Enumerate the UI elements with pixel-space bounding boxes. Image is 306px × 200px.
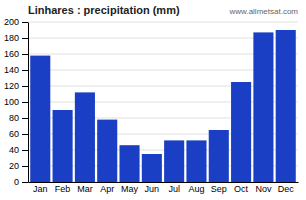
bar: [75, 92, 95, 182]
y-tick-mark: [22, 86, 28, 87]
x-tick: May: [121, 184, 139, 194]
y-axis-line: [28, 23, 29, 183]
y-tick-mark: [22, 38, 28, 39]
grid-line: [28, 22, 298, 23]
x-tick-label: Dec: [278, 184, 295, 194]
x-tick-label: Aug: [188, 184, 204, 194]
y-tick-mark: [22, 166, 28, 167]
y-tick-label: 120: [4, 81, 19, 91]
annotation: www.allmetsat.com: [229, 7, 299, 16]
x-tick-label: Mar: [77, 184, 93, 194]
x-tick: Dec: [278, 184, 295, 194]
plot: 0 20 40 60 80 100 120 140 160 180 200 Jan Feb Mar Apr M…: [4, 17, 299, 194]
x-tick-label: Jul: [168, 184, 180, 194]
y-tick: 20: [9, 161, 28, 171]
x-axis: Jan Feb Mar Apr May Jun Jul Aug Sep Oct Nov Dec: [29, 183, 299, 195]
y-axis: 0 20 40 60 80 100 120 140 160 180 200: [4, 17, 29, 187]
bar: [276, 30, 296, 182]
x-tick: Oct: [234, 184, 249, 194]
x-tick-label: Oct: [234, 184, 249, 194]
x-tick: Aug: [188, 184, 204, 194]
y-tick-label: 20: [9, 161, 19, 171]
y-tick-mark: [22, 182, 28, 183]
y-tick-mark: [22, 118, 28, 119]
x-tick: Feb: [55, 184, 71, 194]
y-tick-label: 200: [4, 17, 19, 27]
x-tick-label: May: [121, 184, 139, 194]
x-tick: Jul: [168, 184, 180, 194]
y-tick-mark: [22, 102, 28, 103]
y-tick: 120: [4, 81, 28, 91]
bar: [253, 32, 273, 182]
x-axis-line: [29, 182, 299, 183]
y-tick-mark: [22, 54, 28, 55]
x-tick: Sep: [211, 184, 227, 194]
y-tick: 180: [4, 33, 28, 43]
bar: [142, 154, 162, 182]
x-tick: Nov: [255, 184, 272, 194]
bar: [119, 145, 139, 182]
x-tick-label: Nov: [255, 184, 272, 194]
chart: Linhares : precipitation (mm) www.allmets…: [0, 0, 306, 200]
bar: [186, 140, 206, 182]
x-tick: Mar: [77, 184, 93, 194]
y-tick-label: 180: [4, 33, 19, 43]
x-tick-label: Jun: [145, 184, 160, 194]
bar: [97, 120, 117, 182]
bar: [30, 56, 50, 182]
y-tick: 140: [4, 65, 28, 75]
grid: [28, 22, 298, 182]
y-tick: 80: [9, 113, 28, 123]
bar: [164, 140, 184, 182]
x-tick: Jun: [145, 184, 160, 194]
bar: [231, 82, 251, 182]
y-tick: 200: [4, 17, 28, 27]
y-tick-mark: [22, 150, 28, 151]
x-tick-label: Apr: [100, 184, 114, 194]
x-tick: Apr: [100, 184, 114, 194]
y-tick: 60: [9, 129, 28, 139]
x-tick-label: Sep: [211, 184, 227, 194]
title: Linhares : precipitation (mm): [28, 4, 180, 16]
y-tick-label: 160: [4, 49, 19, 59]
bars: [30, 30, 296, 182]
y-tick: 100: [4, 97, 28, 107]
y-tick-mark: [22, 22, 28, 23]
y-tick-mark: [22, 70, 28, 71]
y-tick: 40: [9, 145, 28, 155]
y-tick-label: 140: [4, 65, 19, 75]
y-tick-label: 0: [14, 177, 19, 187]
y-tick-label: 80: [9, 113, 19, 123]
y-tick-label: 60: [9, 129, 19, 139]
y-tick-mark: [22, 134, 28, 135]
bar: [53, 110, 73, 182]
x-tick: Jan: [33, 184, 48, 194]
y-tick: 0: [14, 177, 28, 187]
y-tick-label: 100: [4, 97, 19, 107]
bar: [209, 130, 229, 182]
y-tick-label: 40: [9, 145, 19, 155]
x-tick-label: Jan: [33, 184, 48, 194]
x-tick-label: Feb: [55, 184, 71, 194]
y-tick: 160: [4, 49, 28, 59]
